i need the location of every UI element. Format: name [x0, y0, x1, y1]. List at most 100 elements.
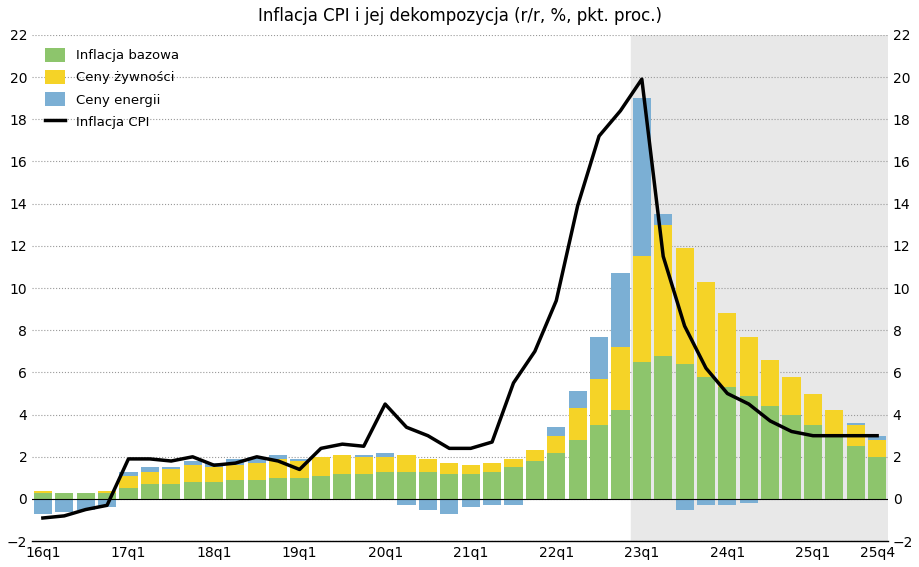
- Bar: [312, 476, 330, 499]
- Bar: [632, 98, 651, 256]
- Bar: [397, 472, 415, 499]
- Bar: [697, 376, 714, 499]
- Bar: [141, 484, 159, 499]
- Bar: [482, 499, 501, 505]
- Bar: [226, 466, 244, 480]
- Bar: [630, 35, 887, 541]
- Bar: [611, 411, 629, 499]
- Bar: [568, 440, 586, 499]
- Bar: [119, 488, 137, 499]
- Bar: [268, 459, 287, 478]
- Bar: [504, 459, 522, 467]
- Bar: [824, 411, 843, 435]
- Bar: [119, 472, 137, 476]
- Bar: [632, 256, 651, 362]
- Bar: [439, 463, 458, 473]
- Bar: [845, 446, 864, 499]
- Bar: [354, 473, 372, 499]
- Bar: [782, 376, 800, 414]
- Bar: [76, 493, 95, 499]
- Bar: [782, 414, 800, 499]
- Bar: [397, 499, 415, 505]
- Bar: [97, 493, 116, 499]
- Bar: [547, 428, 565, 435]
- Bar: [760, 359, 778, 406]
- Bar: [739, 337, 757, 396]
- Bar: [482, 472, 501, 499]
- Bar: [653, 214, 672, 225]
- Bar: [418, 459, 437, 472]
- Bar: [547, 435, 565, 452]
- Bar: [439, 473, 458, 499]
- Bar: [34, 493, 51, 499]
- Bar: [205, 467, 222, 482]
- Bar: [868, 435, 885, 440]
- Bar: [718, 314, 736, 387]
- Bar: [439, 499, 458, 514]
- Bar: [525, 450, 543, 461]
- Bar: [76, 499, 95, 510]
- Bar: [739, 499, 757, 503]
- Bar: [461, 499, 480, 507]
- Bar: [141, 472, 159, 484]
- Bar: [183, 466, 201, 482]
- Bar: [760, 406, 778, 499]
- Bar: [55, 499, 74, 511]
- Bar: [718, 499, 736, 505]
- Bar: [247, 463, 266, 480]
- Bar: [290, 459, 308, 461]
- Bar: [803, 425, 822, 499]
- Bar: [226, 459, 244, 466]
- Bar: [824, 435, 843, 499]
- Bar: [268, 478, 287, 499]
- Bar: [376, 452, 394, 457]
- Bar: [568, 391, 586, 408]
- Bar: [504, 467, 522, 499]
- Bar: [611, 273, 629, 347]
- Bar: [162, 484, 180, 499]
- Bar: [354, 457, 372, 473]
- Bar: [226, 480, 244, 499]
- Bar: [162, 467, 180, 469]
- Bar: [205, 482, 222, 499]
- Bar: [482, 463, 501, 472]
- Bar: [632, 362, 651, 499]
- Bar: [461, 466, 480, 473]
- Bar: [675, 364, 693, 499]
- Bar: [97, 490, 116, 493]
- Bar: [547, 452, 565, 499]
- Bar: [718, 387, 736, 499]
- Bar: [333, 473, 351, 499]
- Bar: [397, 455, 415, 472]
- Bar: [845, 425, 864, 446]
- Bar: [611, 347, 629, 411]
- Bar: [97, 499, 116, 507]
- Bar: [504, 499, 522, 505]
- Bar: [653, 225, 672, 356]
- Bar: [290, 478, 308, 499]
- Bar: [845, 423, 864, 425]
- Bar: [247, 480, 266, 499]
- Bar: [376, 457, 394, 472]
- Bar: [55, 493, 74, 499]
- Bar: [868, 457, 885, 499]
- Bar: [290, 461, 308, 478]
- Bar: [653, 356, 672, 499]
- Bar: [675, 248, 693, 364]
- Bar: [268, 455, 287, 459]
- Bar: [568, 408, 586, 440]
- Bar: [868, 440, 885, 457]
- Title: Inflacja CPI i jej dekompozycja (r/r, %, pkt. proc.): Inflacja CPI i jej dekompozycja (r/r, %,…: [257, 7, 662, 25]
- Bar: [589, 425, 607, 499]
- Bar: [376, 472, 394, 499]
- Legend: Inflacja bazowa, Ceny żywności, Ceny energii, Inflacja CPI: Inflacja bazowa, Ceny żywności, Ceny ene…: [39, 41, 186, 136]
- Bar: [354, 455, 372, 457]
- Bar: [333, 455, 351, 473]
- Bar: [247, 457, 266, 463]
- Bar: [183, 482, 201, 499]
- Bar: [418, 499, 437, 510]
- Bar: [34, 490, 51, 493]
- Bar: [803, 393, 822, 425]
- Bar: [162, 469, 180, 484]
- Bar: [697, 282, 714, 376]
